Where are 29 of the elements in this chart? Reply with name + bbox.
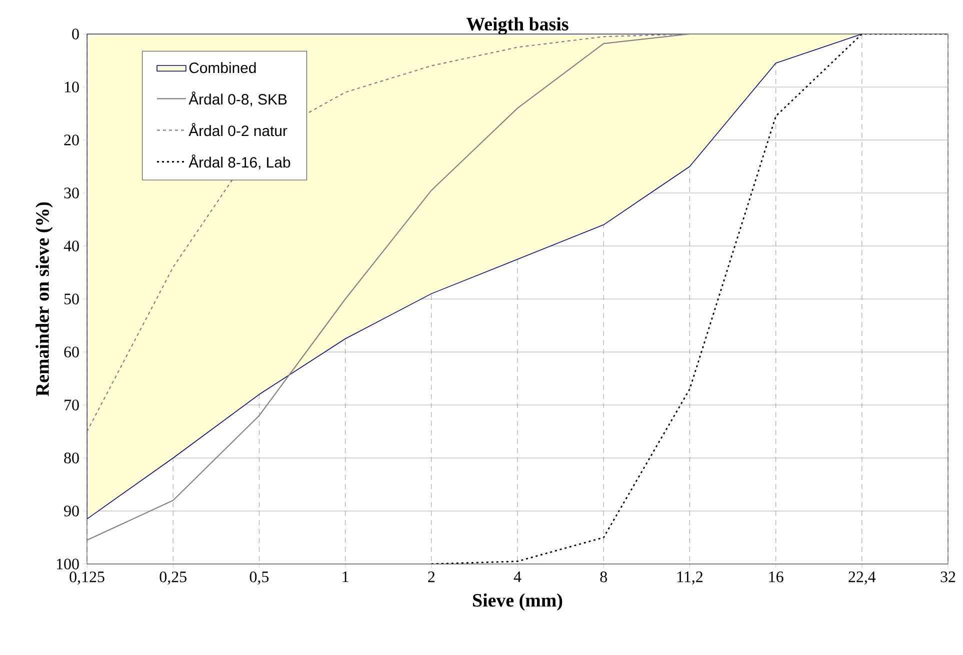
- x-tick-label: 0,125: [70, 572, 104, 585]
- y-tick-label: 70: [64, 400, 79, 410]
- y-tick-label: 20: [64, 134, 79, 146]
- x-tick-label: 2: [428, 572, 435, 582]
- y-tick-label: 30: [64, 188, 79, 198]
- x-tick-label: 22,4: [848, 572, 876, 585]
- x-tick-label: 8: [600, 572, 607, 582]
- x-tick-label: 1: [342, 572, 348, 582]
- y-tick-label: 60: [64, 346, 79, 358]
- y-axis-title: Remainder on sieve (%): [36, 202, 53, 396]
- chart-title: Weigth basis: [466, 17, 568, 34]
- y-tick-label: 80: [64, 452, 79, 464]
- y-tick-label: 100: [56, 558, 79, 570]
- y-tick-label: 10: [64, 82, 79, 92]
- legend-label: Årdal 8-16, Lab: [188, 154, 290, 170]
- y-tick-label: 0: [72, 28, 79, 40]
- legend-label: Årdal 0-2 natur: [188, 122, 288, 136]
- y-tick-label: 40: [64, 240, 79, 252]
- y-tick-label: 90: [64, 506, 79, 516]
- x-tick-label: 16: [769, 572, 784, 582]
- y-tick-label: 50: [64, 294, 79, 304]
- legend-label: Combined: [189, 62, 256, 74]
- x-tick-label: 4: [514, 572, 522, 582]
- x-axis-title: Sieve (mm): [473, 593, 562, 611]
- x-tick-label: 0,25: [160, 572, 186, 585]
- legend-label: Årdal 0-8, SKB: [188, 91, 287, 106]
- x-tick-label: 0,5: [250, 572, 269, 585]
- x-tick-label: 32: [940, 572, 956, 582]
- x-tick-label: 11,2: [677, 572, 702, 585]
